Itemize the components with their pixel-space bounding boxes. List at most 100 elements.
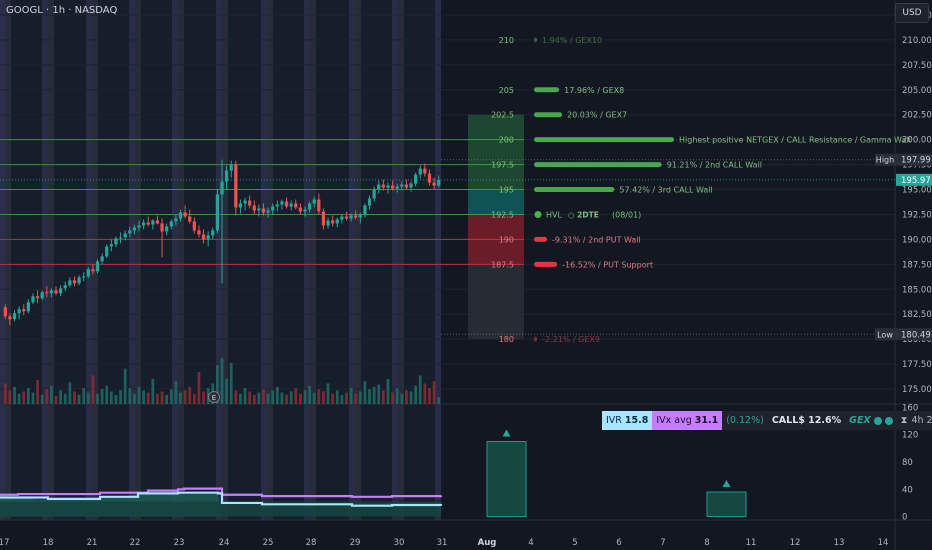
volume-bar (225, 378, 228, 404)
osc-tick-label: 120 (902, 431, 918, 441)
gex-level-label: -2.21% / GEX9 (542, 335, 600, 344)
strike-label: 190 (499, 235, 514, 244)
candle-body (114, 238, 118, 245)
volume-bar (386, 378, 390, 404)
volume-bar (100, 389, 104, 404)
volume-bar (234, 390, 238, 404)
candle-body (151, 220, 155, 225)
candle-body (68, 280, 72, 286)
price-tick-label: 210.00 (902, 36, 932, 46)
volume-bar (266, 393, 270, 404)
volume-bar (31, 392, 35, 404)
candle-body (54, 290, 58, 294)
volume-bar (243, 388, 247, 404)
candle-body (307, 203, 312, 210)
gex-level-label: 1.94% / GEX10 (542, 36, 602, 45)
volume-bar (326, 383, 330, 404)
volume-bar (372, 386, 376, 404)
candle-body (294, 203, 298, 208)
candle-body (105, 246, 109, 257)
volume-bar (428, 388, 431, 404)
earnings-icon-label: E (212, 394, 216, 402)
volume-bar (133, 393, 136, 404)
volume-bar (262, 389, 265, 404)
candle-body (12, 313, 17, 320)
candle-body (142, 222, 146, 226)
volume-bar (36, 380, 39, 404)
currency-button[interactable]: USD (895, 3, 929, 23)
afterhours-shade (216, 0, 222, 520)
candle-body (335, 219, 339, 224)
candle-body (340, 216, 344, 220)
ivx-line (0, 487, 443, 498)
volume-bar (156, 393, 159, 404)
time-tick-label: 5 (572, 538, 577, 548)
volume-bar (54, 396, 58, 404)
candle-body (418, 168, 422, 175)
price-tick-label: 185.00 (902, 285, 932, 295)
price-tick-label: 190.00 (902, 235, 932, 245)
gex-bar (534, 137, 674, 143)
volume-bar (82, 388, 86, 404)
volume-bar (308, 385, 311, 404)
volume-bar (68, 382, 72, 404)
volume-bar (8, 390, 12, 404)
high-low-label-bg (875, 328, 896, 341)
candle-body (331, 220, 335, 224)
volume-bar (340, 394, 344, 404)
afterhours-shade (261, 0, 267, 520)
gex-level-label: 57.42% / 3rd CALL Wall (619, 186, 712, 195)
volume-bar (59, 390, 63, 404)
candle-body (165, 226, 169, 232)
ivr-badge: IVR 15.8 (602, 411, 653, 430)
hvl-date: (08/01) (612, 210, 641, 219)
volume-bar (128, 388, 132, 404)
premarket-shade (92, 0, 98, 520)
indicator-panel: IVR 15.8 IVx avg 31.1 (0.12%) CALL$ 12.6… (602, 411, 932, 430)
time-tick-label: 6 (616, 538, 621, 548)
price-tick-label: 205.00 (902, 86, 932, 96)
afterhours-shade (435, 0, 441, 520)
ticker-label[interactable]: GOOGL · 1h · NASDAQ (6, 5, 118, 16)
session-bg (267, 0, 310, 520)
candle-body (160, 223, 164, 232)
earnings-icon (208, 391, 220, 403)
candle-body (178, 212, 183, 219)
afterhours-shade (129, 0, 135, 520)
candle-body (238, 203, 243, 208)
price-tick-label: 207.50 (902, 61, 932, 71)
candle-body (132, 227, 137, 231)
price-tick-label: 202.50 (902, 111, 932, 121)
hvl-label: HVL (546, 210, 562, 219)
volume-bar (271, 390, 275, 404)
candle-body (400, 184, 404, 187)
candle-body (358, 214, 362, 218)
volume-bar (220, 358, 224, 404)
volume-bar (26, 388, 30, 404)
candle-body (220, 181, 224, 195)
candle-body (437, 179, 441, 186)
candle-body (206, 235, 210, 240)
candle-body (49, 290, 54, 294)
gex-level-label: -9.31% / 2nd PUT Wall (552, 235, 641, 244)
candle-body (432, 182, 436, 186)
candle-body (26, 302, 30, 312)
gex-bar (534, 112, 563, 118)
afterhours-shade (0, 0, 5, 520)
candle-body (3, 307, 7, 317)
candle-body (118, 237, 123, 239)
candle-body (390, 185, 395, 189)
session-bg (398, 0, 441, 520)
candle-body (243, 200, 247, 204)
volume-bar (423, 383, 427, 404)
calls-badge: CALL$ 12.6% (767, 411, 846, 430)
candle-body (363, 205, 367, 215)
gex-dot-icon (884, 416, 893, 425)
candle-body (275, 204, 279, 207)
osc-marker-bar (486, 441, 527, 518)
volume-bar (331, 393, 335, 404)
time-tick-label: 18 (43, 538, 54, 548)
price-tick-label: 177.50 (902, 360, 932, 370)
volume-bar (368, 389, 371, 404)
